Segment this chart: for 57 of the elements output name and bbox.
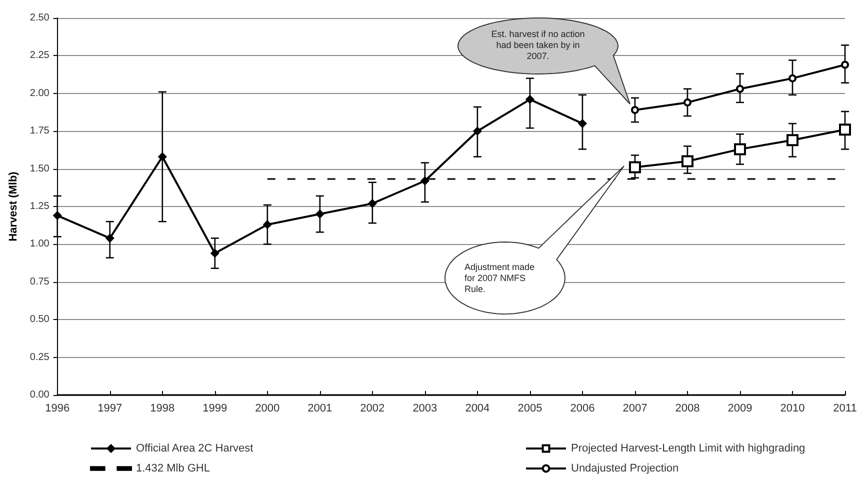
y-tick-label: 2.00 xyxy=(30,88,50,99)
x-tick-label: 1999 xyxy=(202,402,228,414)
point xyxy=(683,98,692,106)
speech-bubble: Adjustment made for 2007 NMFS Rule. xyxy=(444,165,625,315)
point xyxy=(210,249,220,258)
point xyxy=(106,234,114,242)
x-tick-label: 2011 xyxy=(833,402,857,414)
x-tick-label: 2000 xyxy=(255,402,280,414)
point xyxy=(368,199,377,208)
x-tick-label: 2009 xyxy=(728,402,752,414)
y-tick-label: 1.50 xyxy=(30,163,50,174)
y-axis-title: Harvest (Mlb) xyxy=(8,171,20,242)
x-tick-label: 1997 xyxy=(98,402,122,414)
y-tick-label: 1.00 xyxy=(30,238,50,250)
x-tick-label: 2004 xyxy=(465,402,490,414)
point xyxy=(839,124,851,136)
point xyxy=(630,106,639,114)
y-tick-label: 2.50 xyxy=(30,12,50,24)
point xyxy=(736,84,744,93)
point xyxy=(628,161,641,174)
x-tick-label: 2007 xyxy=(622,402,648,414)
y-tick-label: 1.75 xyxy=(30,126,50,137)
legend-label: Official Area 2C Harvest xyxy=(136,442,254,454)
y-tick-label: 0.50 xyxy=(30,314,50,326)
point xyxy=(734,143,746,156)
point xyxy=(786,134,798,146)
speech-bubble: Est. harvest if no action had been taken by in 2007. xyxy=(457,17,631,105)
x-tick-label: 1996 xyxy=(45,402,70,414)
point xyxy=(53,211,62,220)
x-tick-label: 2003 xyxy=(412,402,438,414)
legend-label: 1.432 Mlb GHL xyxy=(136,462,210,474)
point xyxy=(158,152,167,161)
point xyxy=(316,210,324,218)
annotation: Est. harvest if no action had been taken by in 2007. xyxy=(490,28,586,64)
y-tick-label: 1.25 xyxy=(30,201,50,212)
point xyxy=(263,220,272,229)
point xyxy=(681,155,694,168)
point xyxy=(526,95,534,104)
point xyxy=(578,119,587,128)
x-tick-label: 2001 xyxy=(308,402,332,414)
y-tick-label: 0.00 xyxy=(30,390,50,400)
y-tick-label: 2.25 xyxy=(30,50,50,62)
y-tick-label: 0.25 xyxy=(30,352,50,363)
x-tick-label: 2008 xyxy=(675,402,700,414)
x-tick-label: 1998 xyxy=(150,402,175,414)
legend-label: Undajusted Projection xyxy=(571,462,679,474)
annotation: Adjustment made for 2007 NMFS Rule. xyxy=(464,260,536,296)
point xyxy=(788,74,796,82)
x-tick-label: 2005 xyxy=(518,402,542,414)
point xyxy=(420,176,430,186)
x-tick-label: 2002 xyxy=(360,402,385,414)
point xyxy=(473,126,482,136)
point xyxy=(841,60,849,69)
x-tick-label: 2010 xyxy=(780,402,805,414)
legend-label: Projected Harvest-Length Limit with highgrading xyxy=(571,442,806,454)
y-tick-label: 0.75 xyxy=(30,276,50,288)
x-tick-label: 2006 xyxy=(570,402,595,414)
